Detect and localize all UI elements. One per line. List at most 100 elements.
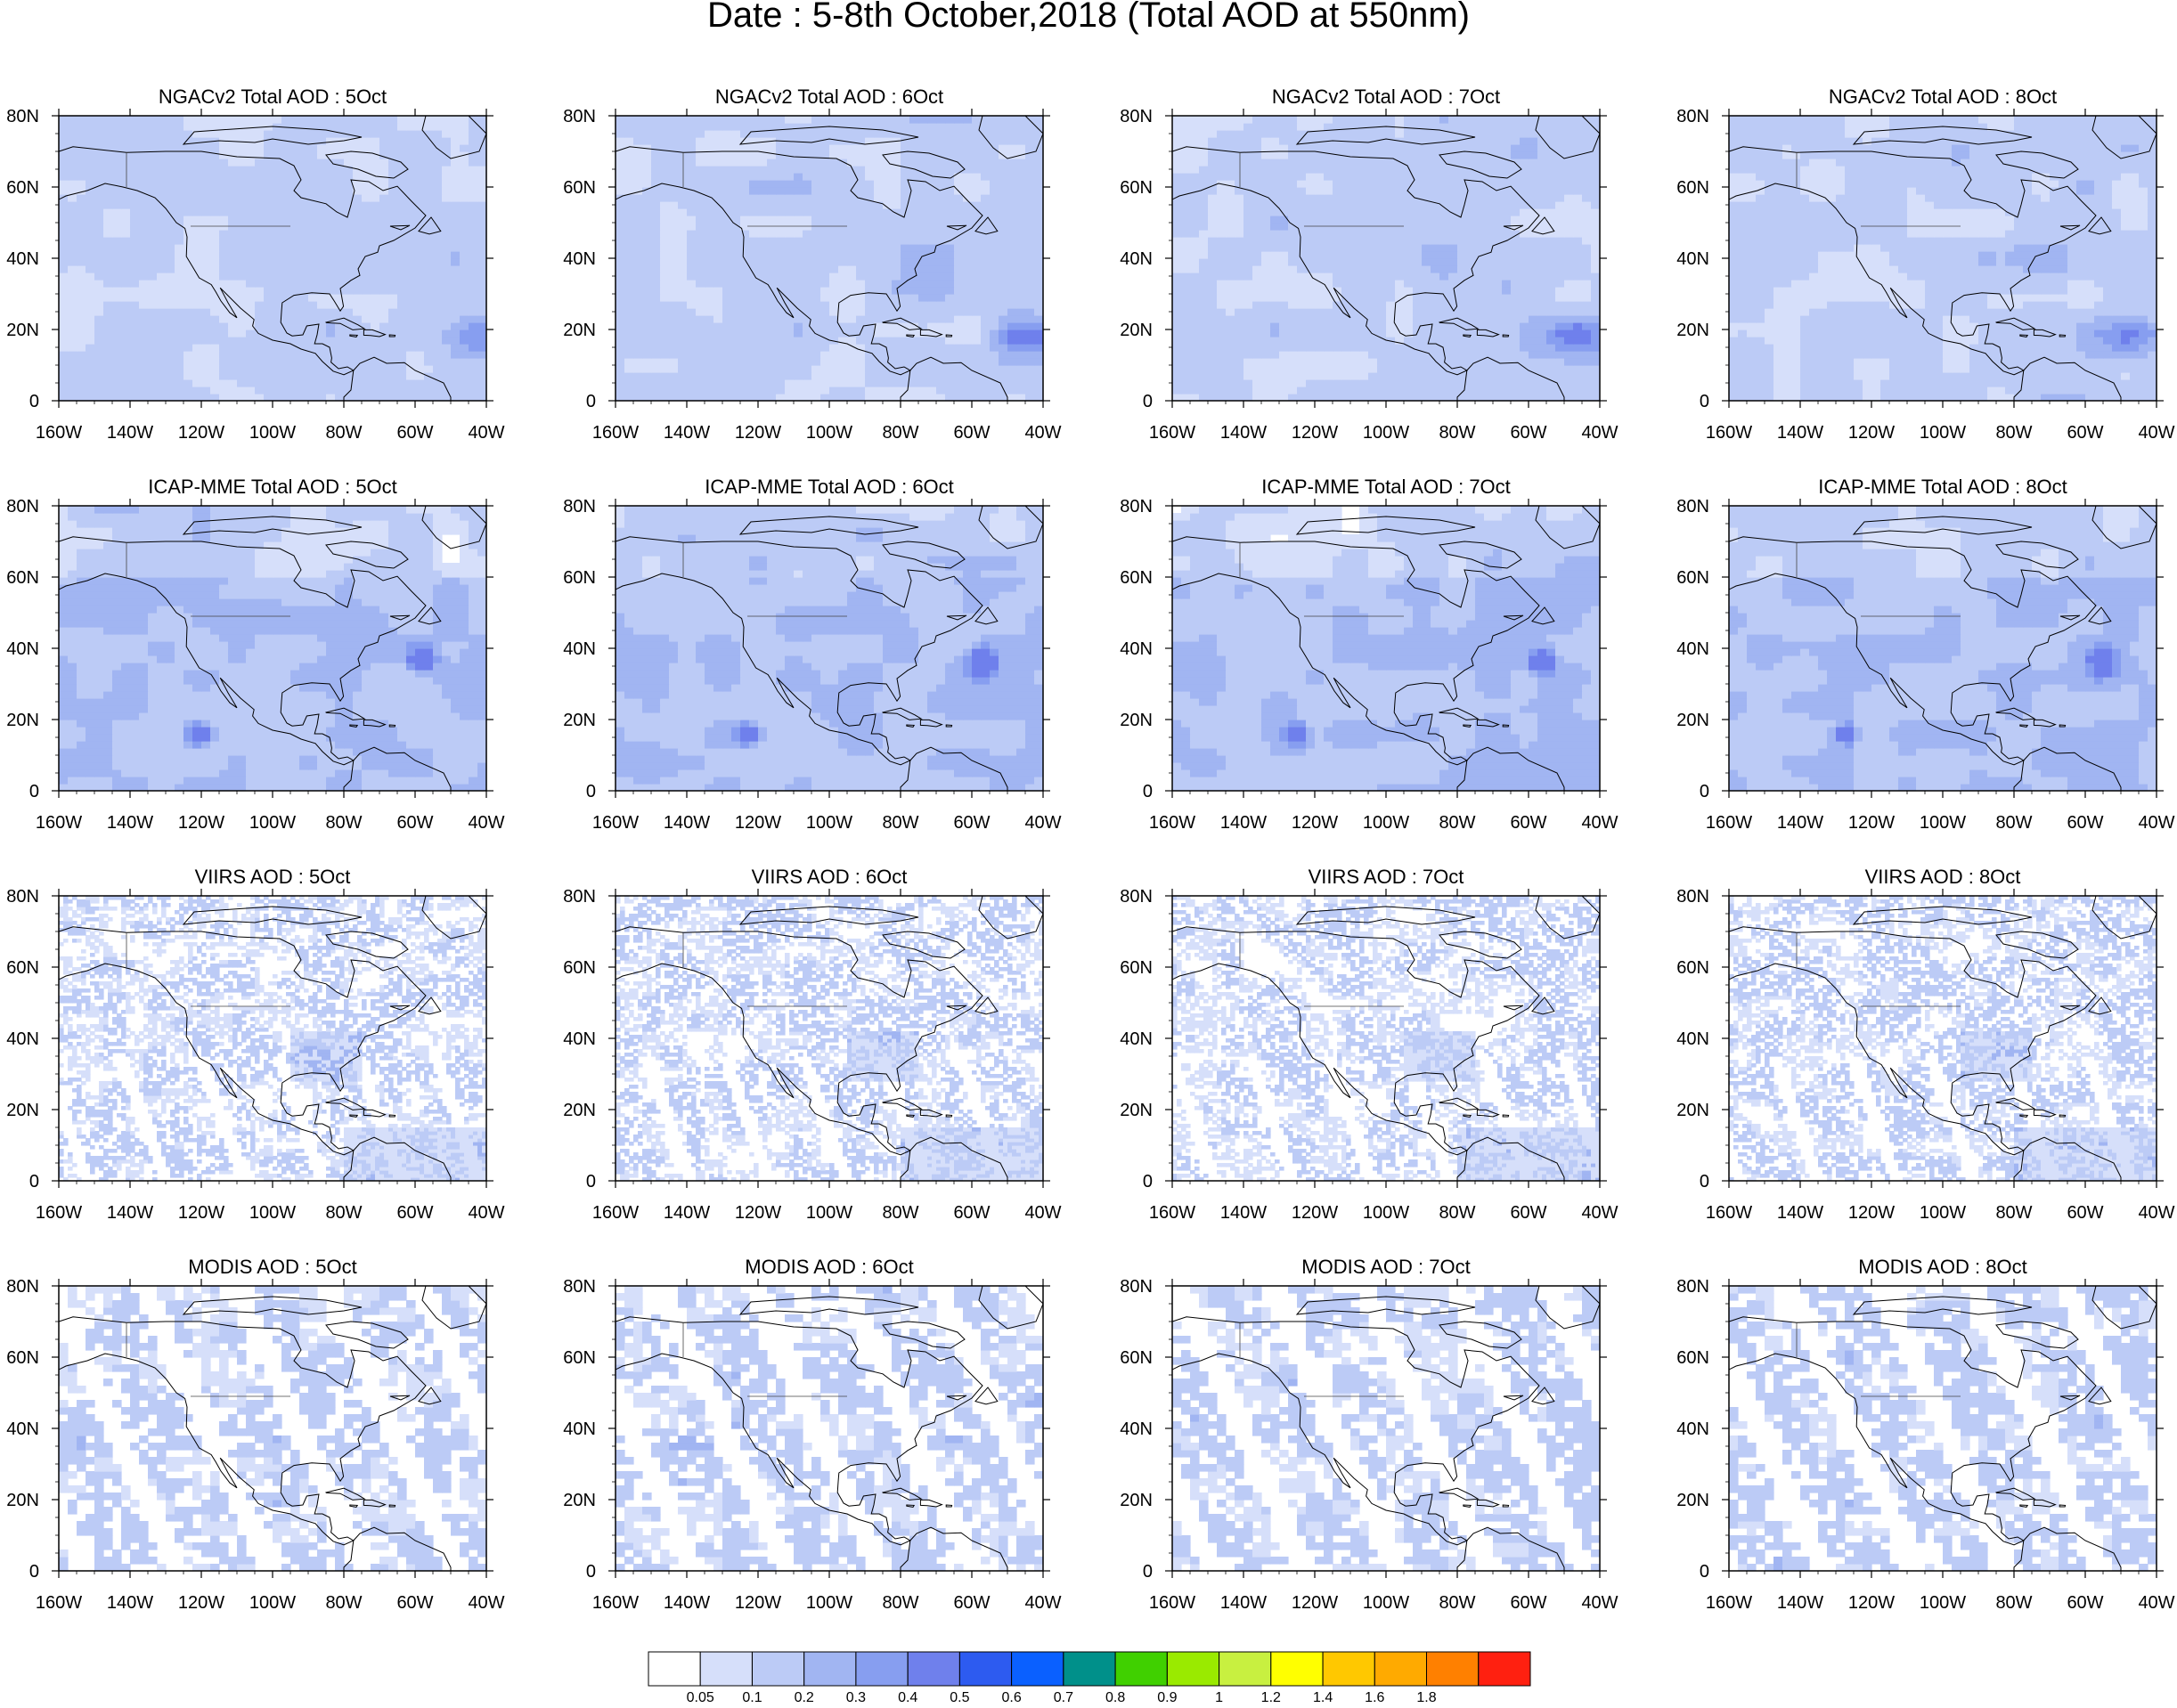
aod-cell <box>433 386 443 394</box>
aod-cell <box>451 159 461 167</box>
aod-cell <box>77 130 86 138</box>
aod-cell <box>722 394 732 401</box>
aod-cell <box>1341 365 1351 373</box>
aod-cell <box>379 237 389 245</box>
aod-cell <box>130 187 140 195</box>
aod-cell <box>945 116 955 124</box>
aod-cell <box>344 230 354 238</box>
aod-cell <box>183 272 193 281</box>
aod-cell <box>954 280 964 288</box>
aod-cell <box>678 151 688 159</box>
aod-cell <box>406 315 416 323</box>
aod-cell <box>148 337 158 345</box>
aod-cell <box>918 201 928 209</box>
aod-cell <box>1252 379 1262 387</box>
aod-cell <box>705 216 714 224</box>
aod-cell <box>687 180 697 188</box>
lat-label: 80N <box>563 107 596 126</box>
aod-cell <box>624 223 634 231</box>
aod-cell <box>1324 265 1333 273</box>
aod-cell <box>803 187 812 195</box>
aod-cell <box>255 365 265 373</box>
aod-cell <box>281 287 291 295</box>
aod-cell <box>990 294 999 302</box>
aod-cell <box>820 315 830 323</box>
aod-cell <box>1439 337 1449 345</box>
aod-cell <box>290 201 300 209</box>
aod-cell <box>477 230 486 238</box>
aod-cell <box>1493 265 1503 273</box>
aod-cell <box>892 223 901 231</box>
aod-cell <box>68 329 77 338</box>
aod-cell <box>1007 386 1017 394</box>
aod-cell <box>451 194 461 202</box>
aod-cell <box>442 265 452 273</box>
aod-cell <box>362 237 371 245</box>
aod-cell <box>785 180 795 188</box>
aod-cell <box>1297 379 1307 387</box>
aod-cell <box>1270 294 1280 302</box>
aod-cell <box>290 315 300 323</box>
aod-cell <box>86 301 95 309</box>
aod-cell <box>273 351 282 359</box>
aod-cell <box>892 379 901 387</box>
aod-cell <box>1431 344 1440 352</box>
aod-cell <box>936 337 946 345</box>
aod-cell <box>121 137 131 145</box>
aod-cell <box>166 394 175 401</box>
aod-cell <box>460 166 469 174</box>
aod-cell <box>1529 344 1538 352</box>
aod-cell <box>642 123 652 131</box>
aod-cell <box>749 258 759 266</box>
aod-cell <box>1466 315 1476 323</box>
aod-cell <box>379 251 389 259</box>
aod-cell <box>1016 272 1026 281</box>
aod-cell <box>201 166 211 174</box>
aod-cell <box>1511 379 1521 387</box>
aod-cell <box>651 216 661 224</box>
aod-cell <box>121 322 131 330</box>
aod-cell <box>112 180 122 188</box>
aod-cell <box>642 180 652 188</box>
aod-cell <box>722 180 732 188</box>
aod-cell <box>246 251 256 259</box>
aod-cell <box>246 344 256 352</box>
aod-cell <box>1315 379 1325 387</box>
aod-cell <box>77 258 86 266</box>
aod-cell <box>477 216 486 224</box>
aod-cell <box>139 187 149 195</box>
aod-cell <box>776 394 786 401</box>
aod-cell <box>767 187 777 195</box>
aod-cell <box>963 386 973 394</box>
aod-cell <box>166 351 175 359</box>
aod-cell <box>892 258 901 266</box>
aod-cell <box>945 187 955 195</box>
aod-cell <box>469 322 478 330</box>
aod-cell <box>344 251 354 259</box>
aod-cell <box>669 294 679 302</box>
aod-cell <box>255 344 265 352</box>
aod-cell <box>731 322 741 330</box>
aod-cell <box>415 287 425 295</box>
aod-cell <box>811 208 821 216</box>
aod-cell <box>669 287 679 295</box>
aod-cell <box>1591 265 1600 273</box>
aod-cell <box>157 194 167 202</box>
aod-cell <box>406 394 416 401</box>
aod-cell <box>1573 265 1583 273</box>
aod-cell <box>909 116 919 124</box>
aod-cell <box>740 294 750 302</box>
aod-cell <box>1306 337 1316 345</box>
aod-cell <box>406 159 416 167</box>
aod-cell <box>1359 365 1369 373</box>
aod-cell <box>379 294 389 302</box>
aod-cell <box>237 123 247 131</box>
aod-cell <box>166 358 175 366</box>
aod-cell <box>68 322 77 330</box>
aod-cell <box>1457 287 1467 295</box>
aod-cell <box>1297 329 1307 338</box>
aod-cell <box>731 223 741 231</box>
aod-cell <box>362 116 371 124</box>
aod-cell <box>1261 372 1271 380</box>
aod-cell <box>246 151 256 159</box>
